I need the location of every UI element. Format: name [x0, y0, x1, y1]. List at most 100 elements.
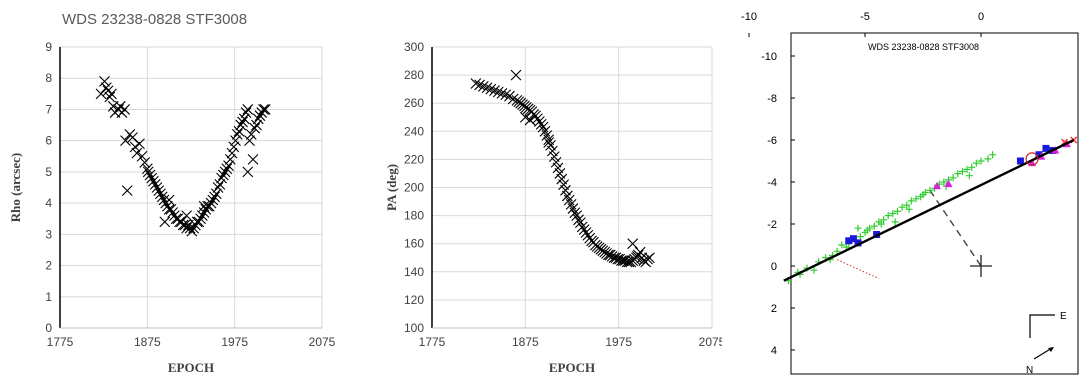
data-point-x-marker — [231, 129, 243, 140]
data-point-x-marker — [510, 69, 522, 81]
data-point-x-marker — [477, 80, 489, 92]
data-point-x-marker — [519, 111, 531, 123]
data-point-x-marker — [623, 256, 635, 268]
x-tick-label: 1975 — [605, 335, 632, 349]
series-blue — [845, 144, 1057, 247]
y-tick-label: 140 — [404, 265, 424, 279]
data-point-x-marker — [237, 116, 248, 128]
data-point-x-marker — [95, 88, 107, 100]
data-point-x-marker — [136, 150, 148, 162]
green-plus-point — [898, 203, 906, 211]
data-point-x-marker — [159, 216, 171, 228]
x-tick-label: 2075 — [699, 335, 722, 349]
pa-chart-svg: 100 120 140 160 180 200 220 240 260 280 300 1775 187… — [384, 40, 726, 375]
data-point-x-marker — [563, 194, 575, 206]
x-tick-label: 1975 — [221, 335, 248, 349]
data-point-x-marker — [142, 166, 154, 178]
data-point-x-marker — [186, 225, 198, 237]
data-point-x-marker — [550, 156, 562, 168]
data-point-x-marker — [216, 172, 227, 184]
data-point-x-marker — [496, 87, 508, 99]
data-point-x-marker — [226, 147, 238, 159]
data-point-x-marker — [141, 163, 153, 175]
green-plus-point — [958, 168, 966, 175]
green-plus-point — [907, 197, 915, 205]
magenta-triangle-point — [932, 181, 941, 190]
y-tick-label: 8 — [45, 71, 52, 85]
y-tick-label: -8 — [767, 93, 777, 105]
data-point-x-marker — [249, 122, 261, 134]
data-point-x-marker — [205, 197, 217, 209]
green-plus-point — [863, 226, 871, 234]
y-tick-label: 300 — [404, 40, 424, 54]
y-tick-label: -2 — [767, 219, 777, 231]
data-point-x-marker — [99, 75, 110, 87]
data-point-x-marker — [207, 194, 219, 206]
data-point-x-marker — [212, 182, 224, 193]
blue-square-point — [854, 239, 862, 247]
data-point-x-marker — [576, 221, 588, 233]
data-point-x-marker — [120, 135, 131, 147]
data-point-x-marker — [251, 119, 262, 131]
data-point-x-marker — [530, 110, 541, 122]
y-tick-label: 2 — [771, 303, 777, 315]
green-plus-point — [965, 172, 973, 180]
green-plus-point — [893, 207, 901, 215]
data-point-x-marker — [560, 184, 571, 196]
data-point-x-marker — [489, 85, 500, 96]
y-axis-title: Rho (arcsec) — [8, 153, 23, 222]
data-point-x-marker — [474, 79, 485, 91]
chart-rho-vs-epoch: 0 1 2 3 4 5 6 7 8 9 1775 1875 1975 2075 WDS 23238-0828… — [0, 0, 360, 380]
data-point-x-marker — [131, 147, 143, 159]
motion-arrow — [1033, 347, 1053, 360]
data-point-x-marker — [558, 179, 569, 191]
data-point-x-marker — [114, 100, 126, 112]
data-point-x-marker — [543, 134, 555, 146]
data-point-x-marker — [470, 78, 482, 89]
data-point-x-marker — [100, 82, 112, 93]
data-point-x-marker — [163, 194, 175, 206]
data-point-x-marker — [631, 250, 643, 262]
y-axis-title: PA (deg) — [384, 164, 399, 211]
data-point-x-marker — [181, 210, 193, 221]
x-tick-label: 0 — [978, 11, 984, 23]
y-tick-label: 7 — [45, 102, 52, 116]
x-tick-label: 1775 — [419, 335, 446, 349]
x-tick-label: 1775 — [47, 335, 74, 349]
x-tick-label: -10 — [741, 11, 757, 23]
green-plus-point — [949, 174, 957, 182]
data-point-x-marker — [156, 191, 168, 203]
data-point-x-marker — [153, 185, 165, 197]
green-plus-point — [989, 151, 997, 159]
x-tick-label: 1875 — [134, 335, 161, 349]
y-tick-label: 240 — [404, 124, 424, 138]
y-tick-label: 1 — [45, 290, 52, 304]
green-plus-point — [912, 195, 920, 203]
green-plus-point — [919, 191, 927, 199]
y-tick-label: -10 — [761, 51, 777, 63]
data-point-x-marker — [238, 113, 250, 125]
primary-star-cross — [970, 255, 992, 277]
x-axis-title: EPOCH — [168, 360, 214, 375]
y-tick-label: 4 — [771, 345, 777, 357]
green-plus-point — [968, 163, 976, 171]
rho-chart-svg: 0 1 2 3 4 5 6 7 8 9 1775 1875 1975 2075 WDS 23238-0828… — [8, 11, 336, 375]
data-point-x-marker — [573, 214, 584, 226]
data-point-x-marker — [146, 172, 158, 184]
data-point-x-marker — [245, 129, 257, 140]
series-green — [784, 151, 997, 285]
green-plus-point — [877, 220, 885, 228]
magenta-triangle-point — [944, 179, 953, 188]
data-point-x-marker — [223, 160, 234, 172]
data-point-x-marker — [569, 207, 581, 219]
data-point-x-marker — [481, 82, 493, 94]
data-point-x-marker — [188, 222, 200, 234]
plot-frame — [790, 32, 1079, 375]
y-tick-label: 120 — [404, 293, 424, 307]
green-plus-point — [903, 201, 911, 209]
data-point-x-marker — [545, 139, 556, 151]
data-point-x-marker — [485, 83, 497, 95]
orientation-indicator: EN — [1026, 311, 1067, 376]
y-tick-label: 0 — [45, 321, 52, 335]
data-point-x-marker — [149, 178, 161, 190]
